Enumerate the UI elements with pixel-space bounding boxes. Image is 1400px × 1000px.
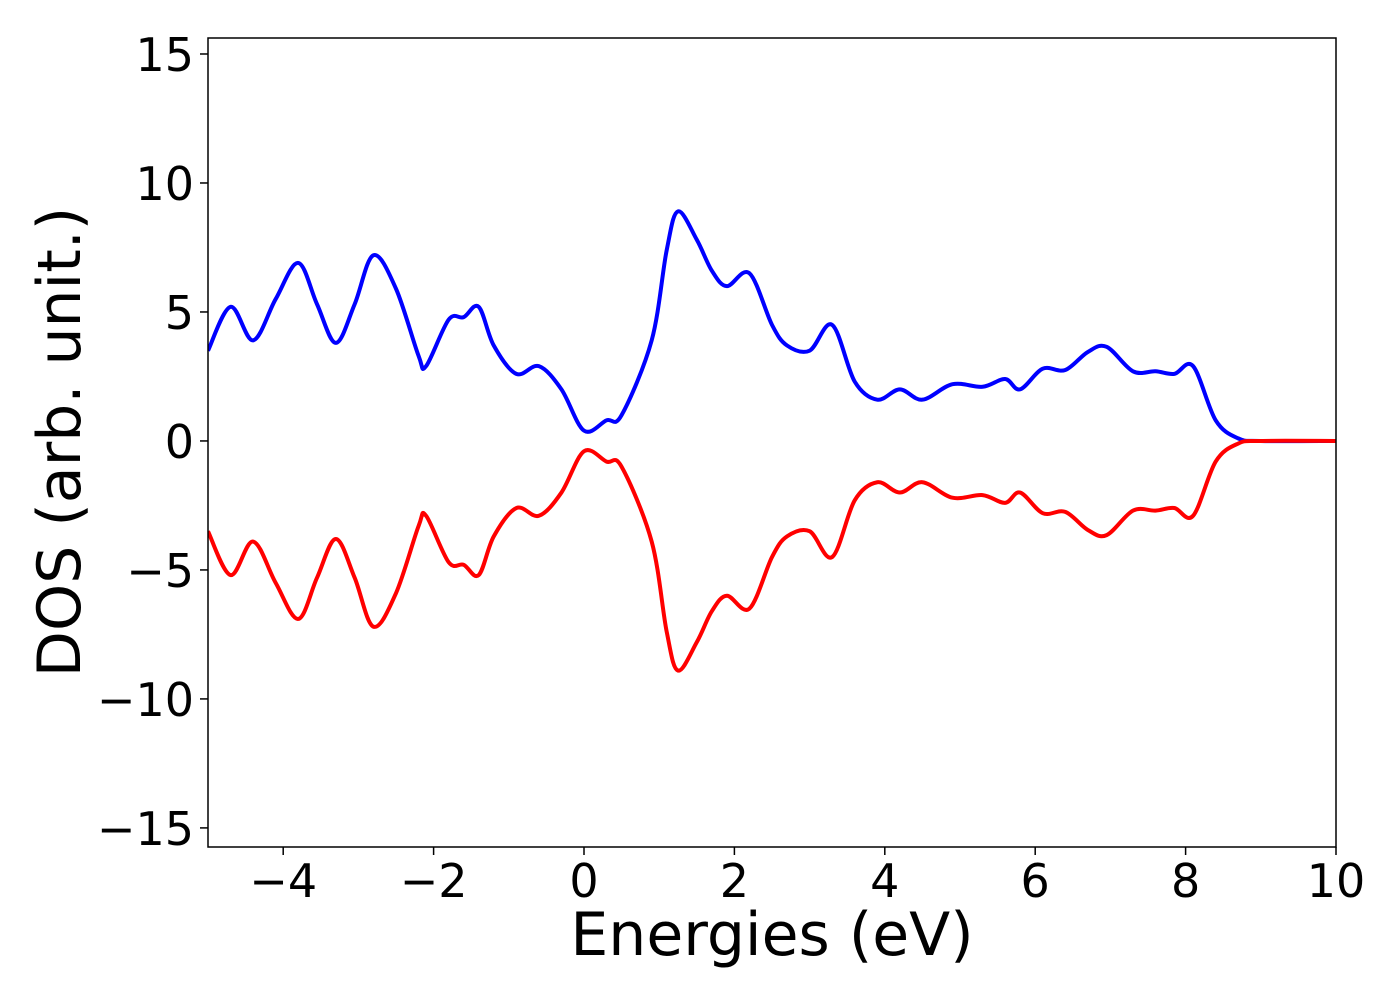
plot-frame bbox=[207, 37, 1337, 848]
x-tick-label: −4 bbox=[249, 854, 317, 908]
y-tick-label: 0 bbox=[165, 415, 194, 469]
x-tick-label: 6 bbox=[1021, 854, 1050, 908]
x-tick-label: 10 bbox=[1307, 854, 1366, 908]
y-tick-label: 15 bbox=[135, 28, 194, 82]
y-tick-label: −10 bbox=[97, 673, 194, 727]
series-line bbox=[208, 209, 1336, 444]
series-line bbox=[208, 438, 1336, 673]
y-tick-label: −15 bbox=[97, 802, 194, 856]
x-tick-label: −2 bbox=[400, 854, 468, 908]
y-tick-label: −5 bbox=[126, 544, 194, 598]
y-tick-label: 10 bbox=[135, 157, 194, 211]
x-tick-label: 2 bbox=[720, 854, 749, 908]
y-tick-label: 5 bbox=[165, 286, 194, 340]
x-axis-label: Energies (eV) bbox=[570, 900, 973, 970]
x-tick-label: 4 bbox=[870, 854, 899, 908]
x-tick-label: 0 bbox=[569, 854, 598, 908]
y-axis-label: DOS (arb. unit.) bbox=[25, 207, 95, 677]
x-tick-label: 8 bbox=[1171, 854, 1200, 908]
